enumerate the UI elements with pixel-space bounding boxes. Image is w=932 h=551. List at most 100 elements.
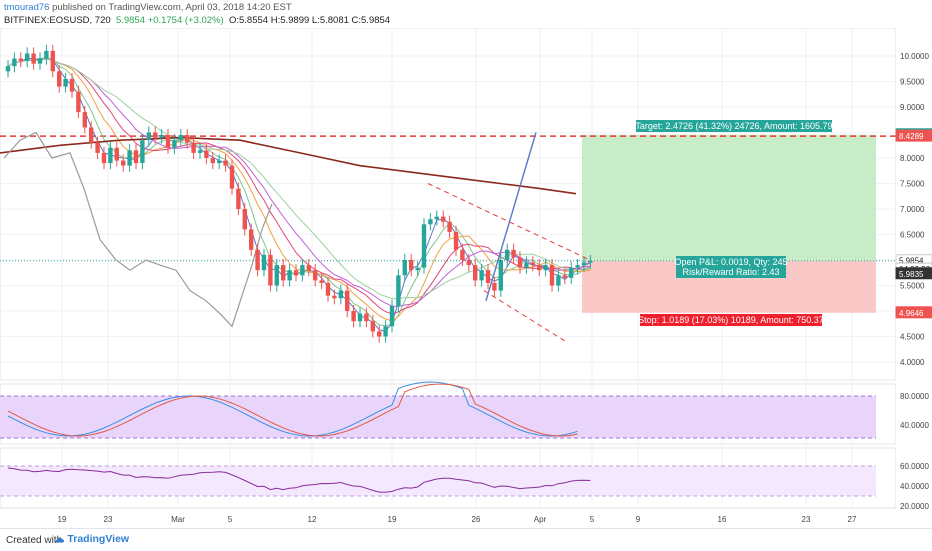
candle-body bbox=[165, 135, 171, 148]
candle-body bbox=[485, 270, 491, 283]
candle-body bbox=[146, 132, 151, 141]
candle-body bbox=[370, 321, 375, 332]
candle-body bbox=[159, 135, 164, 138]
candle-body bbox=[261, 254, 267, 271]
candle-body bbox=[460, 249, 465, 260]
candle-body bbox=[127, 150, 132, 166]
candle-body bbox=[415, 267, 420, 271]
price-tick-label: 7.0000 bbox=[900, 205, 925, 214]
candle-body bbox=[377, 331, 382, 337]
candle-body bbox=[543, 265, 548, 271]
time-tick-label: 5 bbox=[590, 515, 595, 524]
candle-body bbox=[473, 265, 478, 281]
candle-body bbox=[364, 313, 369, 322]
candle-body bbox=[191, 142, 196, 153]
chart-area[interactable]: 10.00009.50009.00008.50008.00007.50007.0… bbox=[0, 28, 932, 528]
symbol-line: BITFINEX:EOSUSD, 720 5.9854 +0.1754 (+3.… bbox=[4, 15, 390, 27]
candle-body bbox=[447, 221, 452, 232]
candle-body bbox=[530, 262, 535, 266]
candle-body bbox=[421, 224, 427, 268]
rsi-line bbox=[7, 467, 591, 493]
axis-labels: 10.00009.50009.00008.50008.00007.50007.0… bbox=[58, 52, 932, 524]
symbol-label: BITFINEX:EOSUSD, 720 bbox=[4, 15, 111, 26]
candle-body bbox=[453, 231, 459, 250]
candle-body bbox=[575, 265, 580, 268]
candle-body bbox=[581, 262, 587, 266]
trend-drawings bbox=[427, 132, 591, 343]
publish-text: published on TradingView.com, April 03, … bbox=[52, 2, 292, 13]
price-tick-label: 6.5000 bbox=[900, 231, 925, 240]
candle-body bbox=[498, 260, 503, 291]
candle-body bbox=[57, 71, 62, 87]
candle-body bbox=[549, 265, 555, 286]
candle-body bbox=[524, 262, 529, 268]
candle-body bbox=[5, 66, 11, 72]
stoch-d-line bbox=[7, 383, 578, 437]
time-tick-label: Mar bbox=[171, 515, 185, 524]
stoch-k-line bbox=[7, 381, 578, 437]
price-tick-label: 9.5000 bbox=[900, 78, 925, 87]
author-link[interactable]: tmourad76 bbox=[4, 2, 50, 13]
candle-body bbox=[255, 249, 260, 271]
candle-body bbox=[268, 254, 273, 286]
time-tick-label: 19 bbox=[58, 515, 67, 524]
candle-body bbox=[274, 265, 279, 286]
candle-body bbox=[434, 216, 439, 220]
time-tick-label: 27 bbox=[848, 515, 857, 524]
price-tag-label: 5.9854 bbox=[899, 257, 924, 266]
stoch-band bbox=[0, 396, 876, 438]
candle-body bbox=[153, 132, 158, 138]
candle-body bbox=[18, 58, 23, 62]
candle-body bbox=[89, 127, 94, 143]
price-tick-label: 7.5000 bbox=[900, 180, 925, 189]
candle-body bbox=[505, 249, 510, 260]
price-tick-label: 9.0000 bbox=[900, 103, 925, 112]
price-tag-box bbox=[895, 306, 932, 319]
time-tick-label: Apr bbox=[534, 515, 547, 524]
candle-body bbox=[306, 265, 311, 271]
candle-body bbox=[428, 219, 433, 225]
candle-body bbox=[140, 140, 145, 164]
candle-body bbox=[537, 265, 542, 271]
candle-body bbox=[223, 160, 228, 166]
candle-body bbox=[281, 265, 286, 281]
brand-text: TradingView bbox=[67, 533, 130, 545]
rsi-band bbox=[0, 466, 876, 496]
candle-body bbox=[396, 275, 401, 306]
open-pl-label: Open P&L: 0.0019, Qty: 245 bbox=[674, 257, 787, 267]
ma-line bbox=[7, 58, 591, 315]
price-tag-label: 5.9835 bbox=[899, 270, 924, 279]
stop-label-box bbox=[640, 314, 822, 326]
time-tick-label: 26 bbox=[472, 515, 481, 524]
candle-body bbox=[44, 50, 49, 59]
target-label-box bbox=[636, 120, 832, 132]
candle-body bbox=[345, 290, 350, 311]
candle-body bbox=[325, 282, 331, 296]
candle-body bbox=[229, 165, 235, 189]
candle-body bbox=[133, 150, 139, 164]
candle-body bbox=[409, 260, 414, 271]
channel-upper-line bbox=[427, 183, 591, 261]
candle-body bbox=[466, 260, 471, 266]
candle-body bbox=[338, 290, 343, 299]
candle-body bbox=[389, 305, 395, 327]
projection-line bbox=[485, 132, 537, 301]
candle-body bbox=[319, 280, 324, 283]
candle-body bbox=[242, 209, 247, 230]
candle-body bbox=[197, 150, 203, 153]
time-tick-label: 9 bbox=[636, 515, 641, 524]
price-tick-label: 8.0000 bbox=[900, 154, 925, 163]
candle-body bbox=[121, 160, 126, 166]
candle-body bbox=[25, 53, 30, 62]
stochastic-lines bbox=[0, 381, 876, 439]
candle-body bbox=[562, 275, 567, 278]
channel-lower-line bbox=[483, 290, 567, 343]
chart-header: tmourad76 published on TradingView.com, … bbox=[0, 0, 932, 28]
candlesticks bbox=[5, 44, 593, 343]
tradingview-logo[interactable]: ☁ TradingView bbox=[54, 533, 130, 545]
lagging-line bbox=[3, 131, 273, 328]
ma-long-line bbox=[0, 136, 577, 195]
ma-line bbox=[7, 58, 591, 307]
candle-body bbox=[236, 188, 241, 209]
candle-body bbox=[63, 78, 68, 87]
